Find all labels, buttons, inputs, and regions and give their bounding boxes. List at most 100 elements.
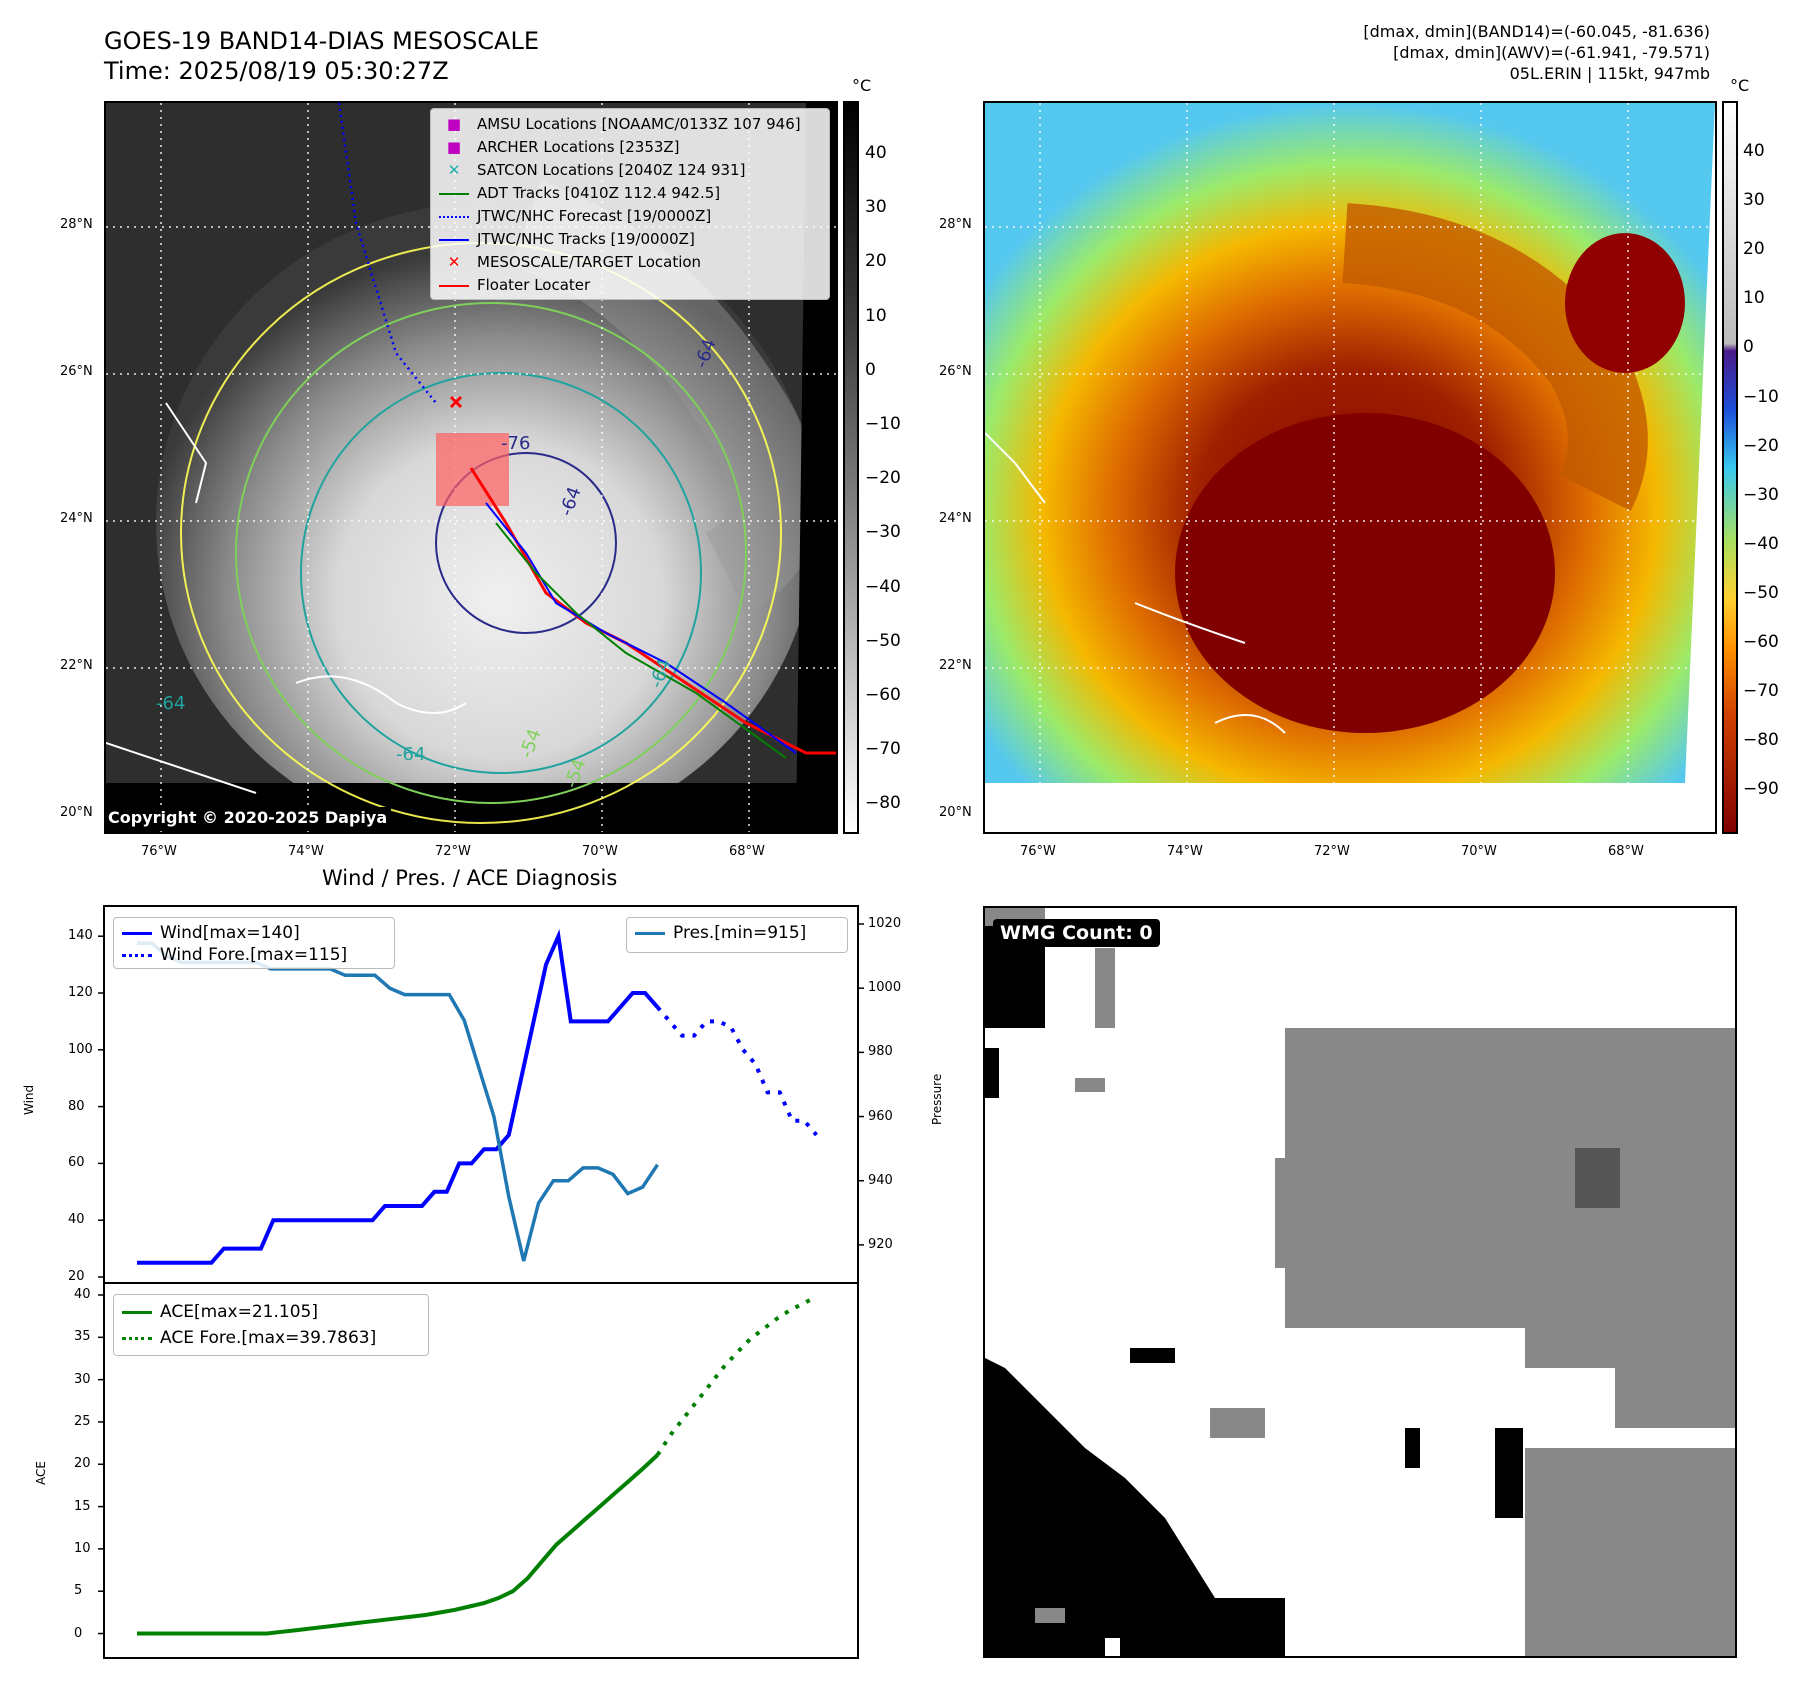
legend-item-amsu: ■ AMSU Locations [NOAAMC/0133Z 107 946] xyxy=(439,113,821,136)
colorbar-tick-label: −60 xyxy=(1743,632,1779,652)
legend-label: ADT Tracks [0410Z 112.4 942.5] xyxy=(477,184,721,202)
ace-series-line xyxy=(137,1453,659,1636)
colorbar-tick-label: −20 xyxy=(1743,435,1779,456)
colorbar-tick-label: 0 xyxy=(865,359,876,380)
colorbar-tick-label: −20 xyxy=(865,468,901,489)
pressure-series-line xyxy=(137,941,659,1262)
contour-label: -64 xyxy=(156,693,186,714)
colorbar-tick-label: 10 xyxy=(865,305,887,326)
colorbar-tick-label: 10 xyxy=(1743,288,1765,309)
lat-tick-label: 22°N xyxy=(939,658,972,673)
legend-label: AMSU Locations [NOAAMC/0133Z 107 946] xyxy=(477,115,801,133)
colorbar-tick-label: 0 xyxy=(1743,337,1754,358)
lat-tick-label: 26°N xyxy=(939,364,972,379)
legend-label: Wind Fore.[max=115] xyxy=(160,945,348,965)
colorbar-tick-label: −10 xyxy=(865,414,901,434)
lon-tick-label: 74°W xyxy=(1167,844,1203,859)
wind-legend: Wind[max=140] Wind Fore.[max=115] xyxy=(113,917,395,969)
colorbar-tick-label: −10 xyxy=(1743,386,1779,407)
ace-tick-label: 0 xyxy=(74,1625,83,1641)
ace-tick-label: 30 xyxy=(74,1371,91,1387)
dotted-line-icon xyxy=(122,1336,152,1340)
solid-line-icon xyxy=(635,932,665,935)
x-marker-icon: ✕ xyxy=(447,161,461,179)
colorbar-tick-label: −80 xyxy=(865,793,901,814)
lon-tick-label: 70°W xyxy=(1461,844,1497,859)
color-map-image xyxy=(985,103,1715,832)
square-marker-icon: ■ xyxy=(446,115,462,133)
colorbar-tick-label: 40 xyxy=(865,143,887,163)
legend-item-target: ✕ MESOSCALE/TARGET Location xyxy=(439,251,821,274)
wind-tick-label: 140 xyxy=(68,928,93,944)
legend-label: ACE Fore.[max=39.7863] xyxy=(160,1328,377,1348)
colorbar-tick-label: 40 xyxy=(1743,141,1765,161)
dotted-line-icon xyxy=(122,953,152,957)
legend-label: Wind[max=140] xyxy=(160,923,300,943)
contour-label: -64 xyxy=(396,744,426,765)
chart-title: Wind / Pres. / ACE Diagnosis xyxy=(322,866,618,890)
wind-forecast-line xyxy=(655,1005,819,1137)
lon-tick-label: 76°W xyxy=(1020,844,1056,859)
figure-time: Time: 2025/08/19 05:30:27Z xyxy=(104,57,449,85)
colorbar-tick-label: −30 xyxy=(865,522,901,543)
legend-label: JTWC/NHC Forecast [19/0000Z] xyxy=(477,207,712,225)
lon-tick-label: 70°W xyxy=(582,844,618,859)
colorbar-tick-label: 30 xyxy=(1743,190,1765,211)
colorbar-tick-label: −40 xyxy=(865,576,901,597)
solid-line-icon xyxy=(122,931,152,935)
x-marker-icon: ✕ xyxy=(447,253,461,271)
legend-label: JTWC/NHC Tracks [19/0000Z] xyxy=(477,230,695,248)
meta-band14-range: [dmax, dmin](BAND14)=(-60.045, -81.636) xyxy=(1363,22,1710,41)
lat-tick-label: 20°N xyxy=(60,805,93,820)
wmg-grid-image xyxy=(985,908,1735,1656)
meta-awv-range: [dmax, dmin](AWV)=(-61.941, -79.571) xyxy=(1393,43,1710,62)
colorbar-color xyxy=(1722,101,1738,834)
wind-tick-label: 80 xyxy=(68,1098,85,1114)
wind-tick-label: 100 xyxy=(68,1041,93,1057)
pressure-tick-label: 1020 xyxy=(868,916,902,931)
solid-line-icon xyxy=(122,1310,152,1314)
pressure-axis-label: Pressure xyxy=(930,1073,944,1125)
colorbar-tick-label: −70 xyxy=(865,739,901,760)
ace-axis-label: ACE xyxy=(34,1461,48,1485)
legend-item-archer: ■ ARCHER Locations [2353Z] xyxy=(439,136,821,159)
legend-item-pressure: Pres.[min=915] xyxy=(635,922,839,945)
legend-item-tracks: JTWC/NHC Tracks [19/0000Z] xyxy=(439,228,821,251)
lon-tick-label: 74°W xyxy=(288,844,324,859)
ace-legend: ACE[max=21.105] ACE Fore.[max=39.7863] xyxy=(113,1294,429,1356)
lat-tick-label: 24°N xyxy=(60,511,93,526)
ace-tick-label: 5 xyxy=(74,1583,83,1599)
legend-label: ARCHER Locations [2353Z] xyxy=(477,138,680,156)
pressure-tick-label: 960 xyxy=(868,1108,893,1124)
colorbar-tick-label: 30 xyxy=(865,197,887,218)
dotted-line-icon xyxy=(439,215,469,218)
wind-axis-label: Wind xyxy=(22,1084,36,1115)
colorbar-tick-label: −60 xyxy=(865,685,901,705)
lat-tick-label: 28°N xyxy=(60,217,93,232)
colorbar-tick-label: −80 xyxy=(1743,730,1779,751)
legend-item-ace: ACE[max=21.105] xyxy=(122,1299,420,1325)
legend-label: Floater Locater xyxy=(477,276,591,294)
line-dot-icon xyxy=(439,238,469,241)
lat-tick-label: 26°N xyxy=(60,364,93,379)
pressure-tick-label: 920 xyxy=(868,1236,893,1252)
legend-label: SATCON Locations [2040Z 124 931] xyxy=(477,161,746,179)
ace-tick-label: 20 xyxy=(74,1456,91,1472)
pressure-legend: Pres.[min=915] xyxy=(626,917,848,953)
wind-tick-label: 60 xyxy=(68,1155,85,1171)
solid-line-icon xyxy=(439,284,469,287)
color-map-panel xyxy=(983,101,1717,834)
colorbar-gray-unit: °C xyxy=(852,76,872,95)
lat-tick-label: 24°N xyxy=(939,511,972,526)
lon-tick-label: 72°W xyxy=(435,844,471,859)
lon-tick-label: 72°W xyxy=(1314,844,1350,859)
legend-item-satcon: ✕ SATCON Locations [2040Z 124 931] xyxy=(439,159,821,182)
wmg-count-badge: WMG Count: 0 xyxy=(993,919,1160,947)
solid-line-icon xyxy=(439,192,469,195)
lon-tick-label: 76°W xyxy=(141,844,177,859)
legend-label: ACE[max=21.105] xyxy=(160,1302,318,1322)
wind-tick-label: 40 xyxy=(68,1212,85,1228)
colorbar-tick-label: −70 xyxy=(1743,681,1779,702)
square-marker-icon: ■ xyxy=(446,138,462,156)
colorbar-tick-label: −50 xyxy=(1743,582,1779,603)
